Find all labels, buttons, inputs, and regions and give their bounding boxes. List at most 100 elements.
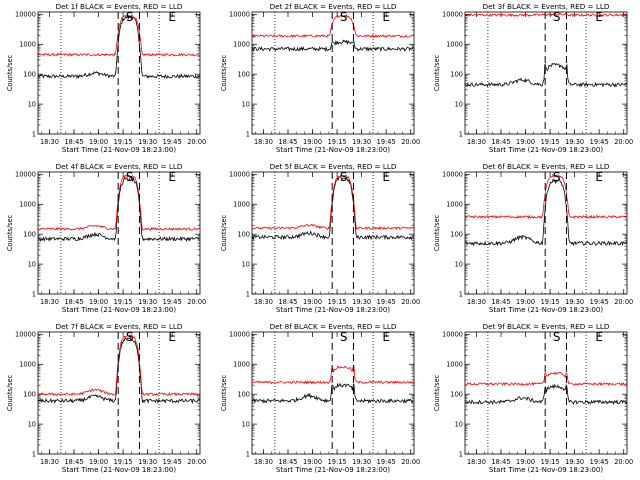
y-tick-label: 10000 xyxy=(442,171,463,179)
x-tick-label: 19:00 xyxy=(516,458,535,466)
x-tick-label: 18:45 xyxy=(491,458,510,466)
y-axis-label: Counts/sec xyxy=(433,214,441,251)
chart-panel-7: Det 7f BLACK = Events, RED = LLD 1 10 100 10… xyxy=(6,322,206,474)
x-tick-label: 18:30 xyxy=(467,458,486,466)
x-tick-label: 19:00 xyxy=(303,458,322,466)
x-tick-label: 20:00 xyxy=(187,298,206,306)
x-tick-label: 19:30 xyxy=(565,458,584,466)
x-tick-label: 19:15 xyxy=(541,458,560,466)
x-tick-label: 20:00 xyxy=(401,298,420,306)
start-marker-label: S xyxy=(126,10,134,24)
x-axis-label: Start Time (21-Nov-09 18:23:00) xyxy=(489,466,603,474)
x-tick-label: 18:45 xyxy=(64,458,83,466)
events-series-line xyxy=(465,383,628,406)
chart-panel-9: Det 9f BLACK = Events, RED = LLD 1 10 100 10… xyxy=(433,322,633,474)
end-marker-label: E xyxy=(168,330,176,344)
y-tick-label: 1 xyxy=(459,290,463,298)
x-tick-label: 19:15 xyxy=(328,458,347,466)
chart-panel-2: Det 2f BLACK = Events, RED = LLD 1 10 100 10… xyxy=(220,2,420,154)
end-marker-label: E xyxy=(168,10,176,24)
y-tick-label: 100 xyxy=(23,390,36,398)
x-axis-label: Start Time (21-Nov-09 18:23:00) xyxy=(489,146,603,154)
y-tick-label: 100 xyxy=(237,70,250,78)
y-tick-label: 100 xyxy=(450,230,463,238)
plot-frame xyxy=(464,11,628,135)
y-tick-label: 1 xyxy=(246,450,250,458)
end-marker-label: E xyxy=(595,10,603,24)
chart-title: Det 9f BLACK = Events, RED = LLD xyxy=(483,322,610,331)
events-series-line xyxy=(38,336,200,405)
y-tick-label: 1000 xyxy=(19,361,36,369)
y-tick-label: 1000 xyxy=(446,361,463,369)
y-tick-label: 1 xyxy=(32,450,36,458)
x-tick-label: 19:15 xyxy=(114,138,133,146)
events-series-line xyxy=(252,39,414,53)
x-tick-label: 19:45 xyxy=(163,458,182,466)
chart-title: Det 8f BLACK = Events, RED = LLD xyxy=(270,322,397,331)
start-marker-label: S xyxy=(126,170,134,184)
x-tick-label: 19:45 xyxy=(590,458,609,466)
start-marker-label: S xyxy=(340,330,348,344)
x-tick-label: 19:45 xyxy=(590,138,609,146)
y-tick-label: 10 xyxy=(28,420,36,428)
y-tick-label: 1000 xyxy=(446,201,463,209)
chart-panel-6: Det 6f BLACK = Events, RED = LLD 1 10 100 10… xyxy=(433,162,633,314)
end-marker-label: E xyxy=(382,330,390,344)
x-tick-label: 19:45 xyxy=(377,458,396,466)
y-tick-label: 1 xyxy=(246,130,250,138)
y-tick-label: 100 xyxy=(23,230,36,238)
plot-frame xyxy=(37,171,201,295)
x-tick-label: 19:30 xyxy=(138,458,157,466)
y-tick-label: 10 xyxy=(242,100,250,108)
x-tick-label: 19:30 xyxy=(352,458,371,466)
x-tick-label: 19:45 xyxy=(377,298,396,306)
x-tick-label: 18:45 xyxy=(278,138,297,146)
x-tick-label: 19:15 xyxy=(328,138,347,146)
y-tick-label: 1000 xyxy=(446,41,463,49)
y-tick-label: 10000 xyxy=(442,331,463,339)
start-marker-label: S xyxy=(553,10,561,24)
y-tick-label: 10000 xyxy=(229,171,250,179)
chart-title: Det 5f BLACK = Events, RED = LLD xyxy=(270,162,397,171)
y-axis-label: Counts/sec xyxy=(6,214,14,251)
chart-panel-8: Det 8f BLACK = Events, RED = LLD 1 10 100 10… xyxy=(220,322,420,474)
x-axis-label: Start Time (21-Nov-09 18:23:00) xyxy=(62,466,176,474)
lld-series-line xyxy=(465,371,627,387)
y-tick-label: 10000 xyxy=(15,171,36,179)
lld-series-line xyxy=(38,174,200,231)
y-tick-label: 10 xyxy=(455,100,463,108)
x-tick-label: 19:15 xyxy=(541,138,560,146)
y-tick-label: 10000 xyxy=(15,11,36,19)
x-tick-label: 19:00 xyxy=(516,298,535,306)
start-marker-label: S xyxy=(553,170,561,184)
y-tick-label: 1000 xyxy=(19,41,36,49)
x-tick-label: 19:45 xyxy=(163,138,182,146)
y-tick-label: 10 xyxy=(242,260,250,268)
x-tick-label: 19:15 xyxy=(541,298,560,306)
events-series-line xyxy=(38,176,200,243)
start-marker-label: S xyxy=(553,330,561,344)
y-tick-label: 1000 xyxy=(19,201,36,209)
x-tick-label: 19:30 xyxy=(352,138,371,146)
x-tick-label: 18:45 xyxy=(278,298,297,306)
x-axis-label: Start Time (21-Nov-09 18:23:00) xyxy=(276,466,390,474)
x-tick-label: 18:30 xyxy=(254,298,273,306)
x-tick-label: 19:45 xyxy=(590,298,609,306)
y-axis-label: Counts/sec xyxy=(6,54,14,91)
chart-title: Det 3f BLACK = Events, RED = LLD xyxy=(483,2,610,11)
x-tick-label: 19:00 xyxy=(89,138,108,146)
chart-panel-4: Det 4f BLACK = Events, RED = LLD 1 10 100 10… xyxy=(6,162,206,314)
x-tick-label: 19:00 xyxy=(89,458,108,466)
y-tick-label: 100 xyxy=(23,70,36,78)
x-tick-label: 19:00 xyxy=(89,298,108,306)
y-tick-label: 10000 xyxy=(229,331,250,339)
start-marker-label: S xyxy=(340,170,348,184)
plot-frame xyxy=(251,331,415,455)
x-tick-label: 18:45 xyxy=(64,138,83,146)
y-axis-label: Counts/sec xyxy=(220,374,228,411)
plot-frame xyxy=(251,11,415,135)
x-tick-label: 18:30 xyxy=(40,298,59,306)
y-tick-label: 10000 xyxy=(442,11,463,19)
x-tick-label: 18:45 xyxy=(278,458,297,466)
x-axis-label: Start Time (21-Nov-09 18:23:00) xyxy=(62,146,176,154)
